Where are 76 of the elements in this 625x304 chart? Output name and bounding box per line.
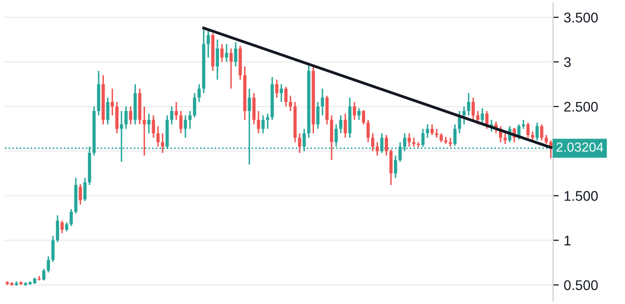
candlestick <box>83 177 87 202</box>
candlestick <box>234 42 238 68</box>
candlestick <box>526 122 530 138</box>
y-tick-label: 3 <box>564 57 571 68</box>
candlestick <box>389 148 393 186</box>
candlestick <box>467 92 470 116</box>
candlestick <box>536 122 539 142</box>
candlestick <box>462 106 466 126</box>
candlestick <box>147 112 150 134</box>
candlestick <box>408 132 411 148</box>
candlestick <box>206 30 210 58</box>
candlestick <box>170 106 174 126</box>
candlestick <box>160 132 164 154</box>
candlestick <box>384 134 388 156</box>
candlestick <box>352 101 356 121</box>
candlestick <box>280 84 283 103</box>
candlestick <box>376 141 379 156</box>
candlestick <box>421 128 425 148</box>
candlestick <box>224 43 228 63</box>
candlestick <box>60 220 64 234</box>
candlestick <box>330 114 334 161</box>
candlestick <box>230 48 233 90</box>
candlestick <box>198 84 201 103</box>
ref-line-label: 2.03204 <box>556 142 604 152</box>
candlestick <box>129 106 132 126</box>
candlestick <box>344 112 347 138</box>
candlestick <box>179 110 182 134</box>
candlestick <box>371 132 374 152</box>
candlestick <box>339 114 342 134</box>
candlestick <box>298 132 302 154</box>
candlestick <box>42 268 46 282</box>
candlestick <box>46 256 50 274</box>
y-tick-label: 1 <box>564 236 571 246</box>
candlestick <box>70 208 73 227</box>
candlestick <box>430 124 434 136</box>
candlestick <box>540 124 544 142</box>
candlestick <box>216 38 219 80</box>
candlestick <box>106 96 110 126</box>
candlestick <box>220 43 224 63</box>
y-tick-label: 1.500 <box>564 191 598 201</box>
candlestick <box>188 110 192 130</box>
candlestick <box>124 106 128 130</box>
candlestick <box>115 101 119 134</box>
candlestick <box>174 101 178 121</box>
candlestick <box>320 88 324 116</box>
candlestick <box>78 183 82 206</box>
y-tick-label: 0.500 <box>564 280 598 290</box>
candlestick <box>325 95 329 126</box>
candlestick <box>56 214 60 243</box>
candlestick <box>426 124 430 138</box>
candlestick <box>485 110 488 130</box>
candlestick <box>266 112 270 130</box>
candlestick <box>252 92 256 126</box>
candlestick <box>192 92 196 118</box>
candlestick <box>110 88 114 116</box>
candlestick <box>284 86 288 108</box>
candlestick <box>51 235 55 262</box>
candlestick <box>142 106 146 156</box>
candlestick <box>476 110 480 126</box>
candlestick <box>357 108 361 121</box>
y-tick-label: 2.500 <box>564 102 598 112</box>
candlestick <box>316 101 320 130</box>
candlestick <box>480 108 484 126</box>
candlestick <box>394 154 398 179</box>
candlestick <box>184 114 188 138</box>
candlestick <box>288 95 292 112</box>
candlestick <box>256 110 260 134</box>
candlestick <box>261 114 265 134</box>
candlestick <box>472 96 475 121</box>
candlestick <box>362 109 366 126</box>
candlestick <box>366 119 370 143</box>
y-tick-label: 3.500 <box>564 12 598 22</box>
candlestick <box>416 141 420 148</box>
candlestick <box>275 79 278 98</box>
candlestick <box>152 114 156 138</box>
candlestick <box>504 132 507 145</box>
